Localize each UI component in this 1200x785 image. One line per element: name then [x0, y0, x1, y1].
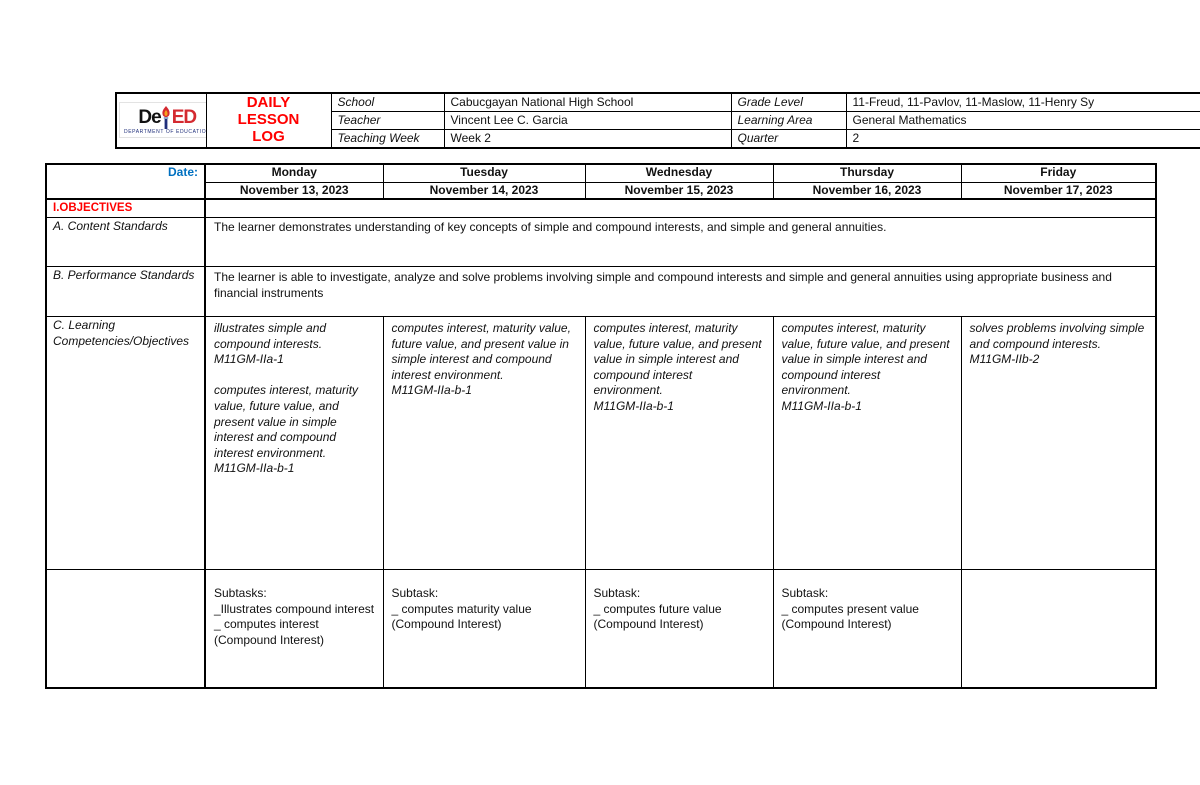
content-standards-text: The learner demonstrates understanding o…: [204, 217, 1157, 268]
competencies-label: C. Learning Competencies/Objectives: [45, 316, 206, 571]
logo-text-ed: ED: [171, 107, 197, 129]
deped-logo: De ED DEPARTMENT OF EDUCATION: [119, 102, 206, 139]
date-tuesday: November 14, 2023: [382, 181, 586, 201]
lesson-log-table: Date: Monday Tuesday Wednesday Thursday …: [45, 163, 1157, 689]
grade-level-label: Grade Level: [730, 92, 847, 112]
performance-standards-text: The learner is able to investigate, anal…: [204, 266, 1157, 318]
date-wednesday: November 15, 2023: [584, 181, 774, 201]
grade-level-value: 11-Freud, 11-Pavlov, 11-Maslow, 11-Henry…: [845, 92, 1200, 112]
quarter-label: Quarter: [730, 129, 847, 149]
teaching-week-label: Teaching Week: [330, 129, 445, 149]
subtask-cell-friday: [960, 569, 1157, 689]
logo-text-de: De: [138, 107, 161, 129]
objectives-section-label: I.OBJECTIVES: [45, 198, 206, 219]
learning-area-value: General Mathematics: [845, 110, 1200, 131]
competency-cell-monday: illustrates simple and compound interest…: [204, 316, 384, 571]
quarter-value: 2: [845, 129, 1200, 149]
school-value: Cabucgayan National High School: [443, 92, 732, 112]
competency-cell-thursday: computes interest, maturity value, futur…: [772, 316, 962, 571]
day-header-monday: Monday: [204, 163, 384, 183]
subtask-cell-tuesday: Subtask: _ computes maturity value (Comp…: [382, 569, 586, 689]
torch-icon: [160, 106, 172, 130]
teacher-value: Vincent Lee C. Garcia: [443, 110, 732, 131]
school-label: School: [330, 92, 445, 112]
competency-cell-friday: solves problems involving simple and com…: [960, 316, 1157, 571]
objectives-empty-cell: [204, 198, 1157, 219]
competency-cell-tuesday: computes interest, maturity value, futur…: [382, 316, 586, 571]
logo-caption: DEPARTMENT OF EDUCATION: [124, 129, 206, 136]
subtask-cell-monday: Subtasks: _Illustrates compound interest…: [204, 569, 384, 689]
day-header-tuesday: Tuesday: [382, 163, 586, 183]
teaching-week-value: Week 2: [443, 129, 732, 149]
learning-area-label: Learning Area: [730, 110, 847, 131]
performance-standards-label: B. Performance Standards: [45, 266, 206, 318]
content-standards-label: A. Content Standards: [45, 217, 206, 268]
subtask-cell-wednesday: Subtask: _ computes future value (Compou…: [584, 569, 774, 689]
teacher-label: Teacher: [330, 110, 445, 131]
date-thursday: November 16, 2023: [772, 181, 962, 201]
date-friday: November 17, 2023: [960, 181, 1157, 201]
day-header-wednesday: Wednesday: [584, 163, 774, 183]
day-header-thursday: Thursday: [772, 163, 962, 183]
logo-cell: De ED DEPARTMENT OF EDUCATION: [115, 92, 207, 149]
competency-cell-wednesday: computes interest, maturity value, futur…: [584, 316, 774, 571]
subtasks-label-cell: [45, 569, 206, 689]
day-header-friday: Friday: [960, 163, 1157, 183]
header-table: De ED DEPARTMENT OF EDUCATION: [115, 92, 1200, 149]
date-label: Date:: [45, 163, 206, 201]
subtask-cell-thursday: Subtask: _ computes present value (Compo…: [772, 569, 962, 689]
date-monday: November 13, 2023: [204, 181, 384, 201]
document-title: DAILY LESSON LOG: [205, 92, 332, 149]
